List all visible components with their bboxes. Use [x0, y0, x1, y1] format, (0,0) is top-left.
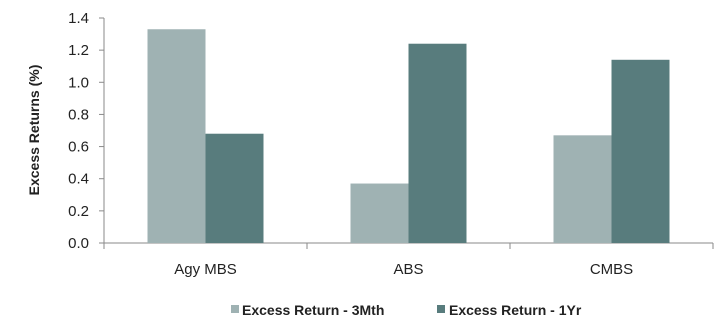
y-tick-label: 1.2	[68, 42, 89, 59]
bar-3mth-cmbs	[553, 135, 612, 243]
bar-1yr-cmbs	[611, 59, 670, 244]
legend-label: Excess Return - 1Yr	[449, 302, 582, 318]
x-tick-label: ABS	[393, 261, 423, 278]
y-tick-label: 1.0	[68, 74, 89, 91]
y-tick-label: 0.6	[68, 139, 89, 156]
bar-1yr-abs	[408, 43, 467, 243]
y-tick-label: 0.0	[68, 235, 89, 252]
legend-swatch	[437, 305, 445, 313]
tick-labels: 0.0 0.2 0.4 0.6 0.8 1.0 1.2 1.4 Agy MBS ABS CMBS	[68, 10, 633, 278]
bar-3mth-abs	[350, 183, 409, 243]
y-tick-label: 1.4	[68, 10, 89, 27]
legend-label: Excess Return - 3Mth	[242, 302, 384, 318]
bar-3mth-agy-mbs	[147, 29, 206, 243]
y-tick-label: 0.8	[68, 106, 89, 123]
bar-1yr-agy-mbs	[205, 133, 264, 243]
y-axis-label: Excess Returns (%)	[26, 65, 42, 196]
x-tick-label: CMBS	[590, 261, 633, 278]
y-tick-label: 0.4	[68, 171, 89, 188]
bars	[147, 29, 670, 244]
legend-swatch	[231, 305, 239, 313]
y-tick-label: 0.2	[68, 203, 89, 220]
legend: Excess Return - 3Mth Excess Return - 1Yr	[231, 302, 582, 318]
x-tick-label: Agy MBS	[174, 261, 237, 278]
